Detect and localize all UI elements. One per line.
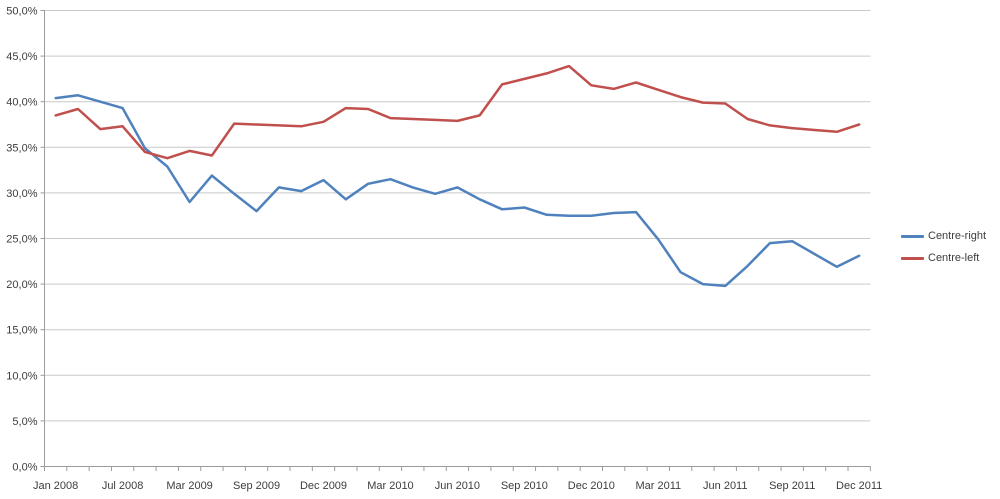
y-axis-label: 35,0% xyxy=(6,142,37,154)
x-axis-label: Sep 2009 xyxy=(233,480,280,492)
y-axis-label: 5,0% xyxy=(12,416,37,428)
y-axis-label: 40,0% xyxy=(6,97,37,109)
x-axis-label: Jun 2010 xyxy=(435,480,480,492)
y-axis-label: 15,0% xyxy=(6,325,37,337)
legend-item-centre-right: Centre-right xyxy=(901,225,986,247)
x-axis-label: Jul 2008 xyxy=(102,480,144,492)
x-axis-label: Sep 2010 xyxy=(501,480,548,492)
x-axis-label: Jan 2008 xyxy=(33,480,78,492)
x-axis-label: Jun 2011 xyxy=(703,480,747,492)
legend-label-centre-left: Centre-left xyxy=(928,251,980,264)
y-axis-label: 10,0% xyxy=(6,370,37,382)
x-axis-label: Dec 2011 xyxy=(836,480,882,492)
series-line-centre-right xyxy=(54,94,861,288)
legend: Centre-right Centre-left xyxy=(901,225,986,269)
legend-item-centre-left: Centre-left xyxy=(901,247,986,269)
y-axis-label: 20,0% xyxy=(6,279,37,291)
legend-label-centre-right: Centre-right xyxy=(928,229,987,242)
y-axis-label: 45,0% xyxy=(6,51,37,63)
centre-left-line-swatch xyxy=(901,256,924,260)
x-axis-label: Mar 2009 xyxy=(166,480,212,492)
series-line-centre-left xyxy=(54,64,861,160)
y-axis-label: 50,0% xyxy=(6,6,37,18)
x-axis-label: Dec 2009 xyxy=(300,480,347,492)
y-axis-label: 0,0% xyxy=(12,462,37,474)
centre-right-line-swatch xyxy=(901,234,924,238)
x-axis-label: Sep 2011 xyxy=(769,480,815,492)
y-axis-label: 25,0% xyxy=(6,234,37,246)
y-axis-label: 30,0% xyxy=(6,188,37,200)
x-axis-label: Mar 2011 xyxy=(635,480,681,492)
x-axis-label: Dec 2010 xyxy=(568,480,615,492)
x-axis-label: Mar 2010 xyxy=(367,480,413,492)
